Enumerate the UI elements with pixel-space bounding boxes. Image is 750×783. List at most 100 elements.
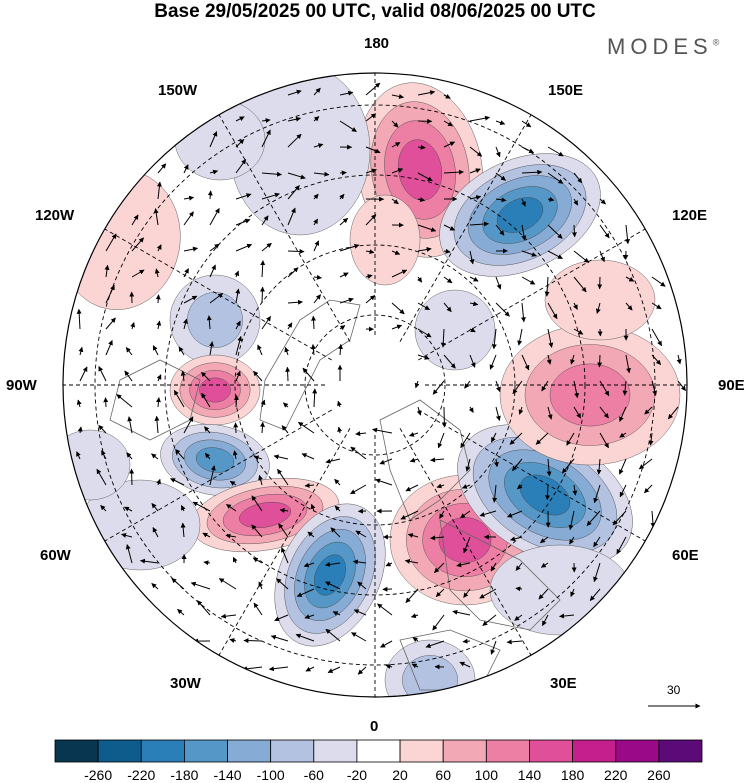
wind-arrow [599, 406, 609, 419]
wind-arrow [277, 468, 289, 486]
wind-arrow [589, 588, 601, 601]
wind-arrow [517, 484, 523, 490]
wind-arrow [339, 272, 349, 278]
wind-arrow [559, 613, 575, 619]
wind-arrow [173, 389, 185, 408]
wind-arrow [312, 388, 318, 408]
wind-arrow [440, 328, 446, 348]
wind-arrow [76, 451, 81, 460]
wind-arrow [339, 90, 354, 96]
wind-arrow [546, 354, 552, 365]
wind-arrow [98, 425, 107, 434]
wind-arrow [521, 250, 537, 257]
wind-reference-label: 30 [667, 683, 681, 697]
wind-arrow [235, 320, 241, 330]
wind-arrow [495, 197, 507, 203]
wind-arrow [209, 465, 216, 486]
wind-arrow [76, 399, 82, 408]
wind-arrow [599, 198, 606, 205]
wind-arrow [667, 406, 679, 420]
wind-arrow [391, 142, 401, 148]
wind-arrow [462, 638, 471, 644]
wind-arrow [535, 432, 549, 445]
wind-arrow [417, 328, 432, 338]
wind-arrow [573, 302, 578, 310]
anomaly-contour [63, 429, 131, 501]
wind-arrow [414, 380, 420, 389]
wind-arrow [287, 133, 302, 148]
wind-arrow [520, 302, 526, 323]
wind-arrow [461, 484, 471, 489]
wind-arrow [515, 562, 523, 571]
wind-arrow [232, 556, 238, 564]
lon-label-120w: 120W [35, 207, 75, 224]
latitude-circle [234, 244, 516, 526]
wind-arrow [274, 614, 289, 622]
wind-arrow [78, 346, 84, 356]
wind-arrow [365, 249, 375, 255]
wind-arrow [651, 354, 662, 365]
wind-arrow [379, 458, 393, 465]
lon-label-90e: 90E [718, 377, 745, 394]
wind-arrow [547, 250, 563, 260]
wind-arrow [490, 640, 497, 655]
wind-arrow [417, 247, 432, 252]
wind-arrow [350, 484, 367, 495]
wind-arrow [327, 666, 341, 673]
wind-arrow [573, 198, 579, 206]
wind-arrow [79, 366, 88, 382]
wind-arrow [464, 380, 471, 389]
anomaly-contour [239, 501, 291, 529]
wind-arrow [547, 406, 553, 420]
wind-arrow [385, 664, 393, 669]
wind-arrow [443, 120, 454, 127]
wind-arrow [391, 94, 404, 99]
wind-arrow [183, 164, 189, 174]
wind-arrow [365, 168, 377, 174]
wind-arrow [469, 146, 483, 157]
wind-arrow [209, 341, 214, 356]
wind-arrow [465, 458, 471, 472]
wind-arrow [305, 666, 315, 672]
wind-arrow [400, 510, 419, 520]
wind-arrow [155, 294, 161, 304]
meridian-line [214, 428, 351, 663]
wind-arrow [204, 452, 211, 460]
wind-arrow [651, 276, 666, 287]
wind-arrow [183, 246, 198, 252]
meridian-line [418, 224, 653, 361]
wind-arrow [313, 87, 321, 96]
wind-arrow [517, 328, 523, 346]
wind-arrow [495, 380, 501, 393]
wind-arrow [512, 380, 523, 395]
wind-arrow [479, 510, 497, 517]
wind-arrow [593, 484, 601, 504]
wind-arrow [287, 172, 306, 180]
wind-arrow [125, 347, 133, 356]
wind-arrow [350, 446, 367, 460]
wind-arrow [677, 380, 686, 391]
wind-arrow [619, 484, 627, 498]
wind-arrow [568, 510, 575, 531]
wind-arrow [469, 168, 481, 174]
wind-arrow [253, 455, 263, 461]
wind-arrow [521, 276, 536, 285]
wind-arrow [570, 588, 575, 597]
wind-arrow [283, 402, 289, 408]
wind-arrow [490, 432, 497, 443]
wind-arrow [270, 634, 289, 642]
wind-arrow [154, 415, 160, 434]
wind-arrow [281, 425, 289, 434]
wind-arrow [76, 308, 82, 330]
wind-arrow [152, 527, 159, 538]
brand-name: MODES [607, 34, 713, 59]
wind-arrow [192, 501, 211, 512]
wind-arrow [599, 224, 610, 239]
wind-arrow [490, 562, 497, 572]
wind-arrow [566, 432, 575, 446]
wind-arrow [334, 505, 341, 512]
wind-arrow [131, 237, 144, 252]
meridian-line [399, 428, 536, 663]
lon-label-120e: 120E [672, 207, 708, 224]
wind-arrow [235, 370, 241, 382]
